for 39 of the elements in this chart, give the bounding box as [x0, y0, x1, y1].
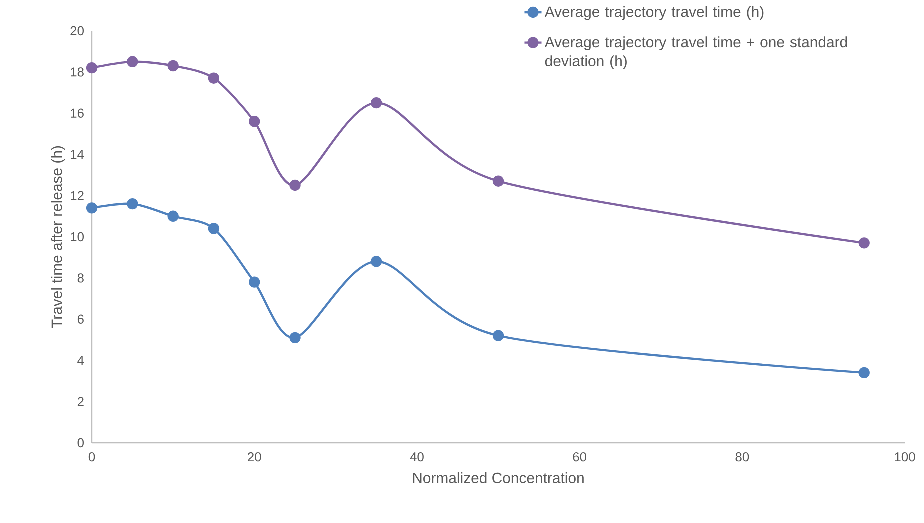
- y-axis-title: Travel time after release (h): [51, 146, 66, 328]
- point: [858, 367, 870, 379]
- point: [370, 256, 382, 268]
- y-tick-label: 4: [78, 356, 84, 366]
- point: [249, 116, 260, 128]
- y-tick-label: 20: [70, 26, 84, 36]
- x-tick-label: 40: [410, 452, 424, 462]
- x-tick-label: 20: [248, 452, 262, 462]
- legend-label: Average trajectory travel time (h): [544, 6, 764, 20]
- x-tick-label: 100: [895, 452, 916, 462]
- point: [168, 60, 179, 72]
- y-tick-label: 18: [71, 68, 84, 77]
- point: [249, 276, 260, 288]
- y-tick-label: 2: [78, 397, 84, 406]
- x-tick-label: 80: [736, 452, 750, 462]
- y-tick-label: 14: [71, 150, 84, 160]
- point: [168, 210, 179, 222]
- point: [208, 223, 220, 234]
- point: [492, 330, 504, 342]
- point: [86, 62, 98, 74]
- point: [127, 198, 138, 210]
- y-tick-label: 0: [78, 438, 84, 448]
- x-tick-label: 60: [573, 452, 587, 462]
- x-tick-label: 0: [88, 452, 96, 462]
- y-tick-label: 8: [78, 274, 84, 283]
- point: [290, 180, 301, 192]
- y-tick-label: 6: [78, 314, 84, 324]
- point: [290, 332, 301, 344]
- y-tick-label: 10: [71, 232, 84, 242]
- point: [492, 176, 504, 187]
- y-tick-label: 16: [71, 108, 84, 118]
- point: [86, 202, 98, 214]
- legend-label: Average trajectory travel time + one standard deviation (h): [544, 36, 848, 70]
- point: [370, 98, 382, 109]
- point: [858, 238, 870, 249]
- point: [127, 56, 138, 68]
- y-tick-label: 12: [71, 191, 84, 200]
- point: [208, 72, 220, 84]
- x-axis-title: Normalized Concentration: [413, 472, 584, 484]
